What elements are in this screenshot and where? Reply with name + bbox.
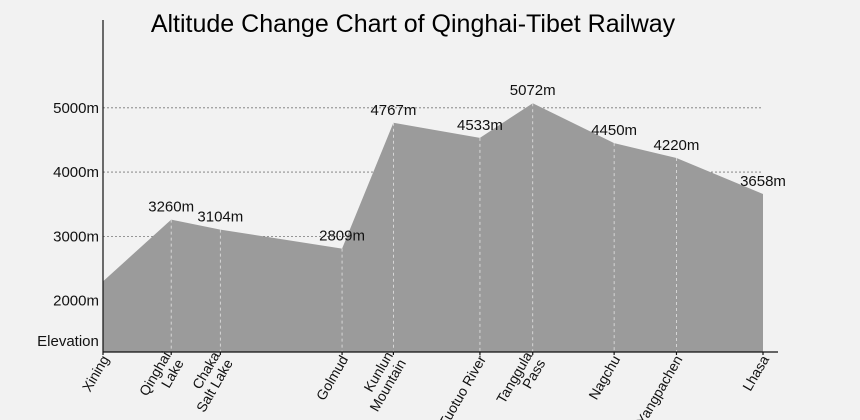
axis-layer [102,20,778,355]
x-tick-label: Yangpachen [633,353,686,420]
data-label: 5072m [510,82,556,99]
vertical-grid-layer [170,103,677,352]
data-label: 3260m [148,199,194,216]
area-layer [103,103,763,353]
x-tick-label: Lhasa [739,352,772,393]
x-tick-label-line: Yangpachen [633,353,686,420]
y-tick-label: 2000m [53,293,99,310]
x-tick-label: Golmud [313,353,351,403]
data-label: 3104m [197,209,243,226]
data-label: 4450m [591,122,637,139]
x-tick-label-line: Golmud [313,353,351,403]
chart-title: Altitude Change Chart of Qinghai-Tibet R… [151,10,676,38]
y-tick-label: 3000m [53,228,99,245]
data-label: 4533m [457,117,503,134]
data-label: 2809m [319,228,365,245]
data-label: 3658m [740,173,786,190]
x-tick-label-line: Tuotuo River [435,352,489,420]
x-tick-label: Xining [79,353,112,395]
x-tick-label: Tuotuo River [435,352,489,420]
x-tick-label: Nagchu [585,353,623,403]
data-label: 4767m [370,102,416,119]
y-axis-label: Elevation [37,333,99,350]
altitude-area [103,103,763,353]
y-tick-label: 5000m [53,100,99,117]
x-tick-label-line: Xining [79,353,112,395]
data-label: 4220m [654,137,700,154]
x-tick-label-line: Lhasa [739,352,772,393]
x-tick-label-line: Nagchu [585,353,623,403]
y-tick-label: 4000m [53,164,99,181]
